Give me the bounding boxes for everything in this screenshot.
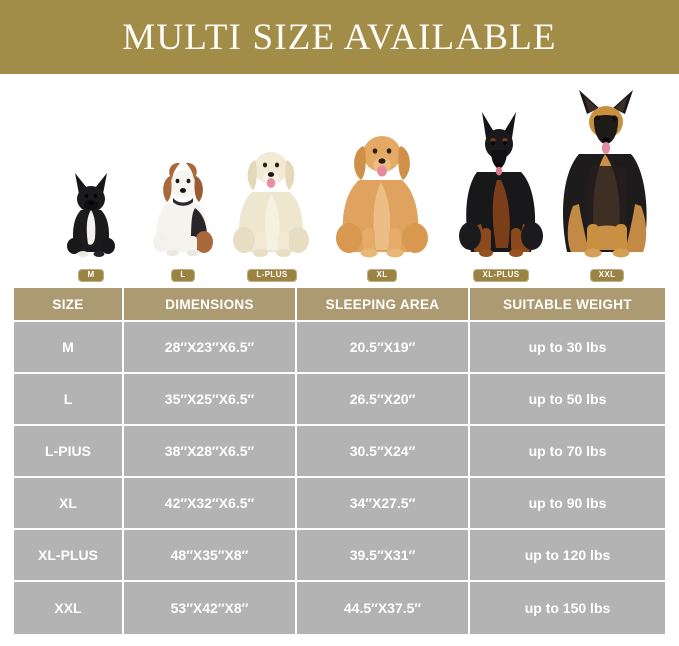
table-row: XL-PLUS 48″X35″X8″ 39.5″X31″ up to 120 l…: [14, 530, 665, 582]
table-row: XXL 53″X42″X8″ 44.5″X37.5″ up to 150 lbs: [14, 582, 665, 634]
cell-size: M: [14, 322, 124, 374]
table-row: M 28″X23″X6.5″ 20.5″X19″ up to 30 lbs: [14, 322, 665, 374]
cell-dimensions: 48″X35″X8″: [124, 530, 297, 582]
table-body: M 28″X23″X6.5″ 20.5″X19″ up to 30 lbs L …: [14, 322, 665, 634]
dog-illustration-doberman: [451, 110, 551, 265]
cell-size: XXL: [14, 582, 124, 634]
column-header-sleeping-area: SLEEPING AREA: [297, 288, 470, 322]
dog-cell-l-plus: L-PLUS: [216, 74, 328, 282]
dog-illustration-golden-retriever: [329, 114, 435, 265]
size-pill-m: M: [78, 269, 104, 282]
cell-sleeping-area: 20.5″X19″: [297, 322, 470, 374]
cell-sleeping-area: 34″X27.5″: [297, 478, 470, 530]
dog-illustration-french-bulldog-black: [55, 164, 127, 265]
dog-size-comparison-strip: M: [0, 74, 679, 282]
dog-illustration-german-shepherd: [551, 88, 663, 265]
dog-cell-xxl: XXL: [547, 74, 667, 282]
page-title: MULTI SIZE AVAILABLE: [122, 16, 557, 58]
cell-weight: up to 150 lbs: [470, 582, 665, 634]
column-header-dimensions: DIMENSIONS: [124, 288, 297, 322]
cell-sleeping-area: 39.5″X31″: [297, 530, 470, 582]
banner: MULTI SIZE AVAILABLE: [0, 0, 679, 74]
size-pill-l-plus: L-PLUS: [247, 269, 297, 282]
cell-size: XL-PLUS: [14, 530, 124, 582]
size-pill-xxl: XXL: [589, 269, 625, 282]
table-row: XL 42″X32″X6.5″ 34″X27.5″ up to 90 lbs: [14, 478, 665, 530]
size-pill-xl: XL: [367, 269, 397, 282]
cell-dimensions: 53″X42″X8″: [124, 582, 297, 634]
cell-weight: up to 90 lbs: [470, 478, 665, 530]
dog-illustration-golden-retriever-cream: [224, 132, 320, 265]
cell-dimensions: 42″X32″X6.5″: [124, 478, 297, 530]
cell-weight: up to 120 lbs: [470, 530, 665, 582]
column-header-suitable-weight: SUITABLE WEIGHT: [470, 288, 665, 322]
table-row: L 35″X25″X6.5″ 26.5″X20″ up to 50 lbs: [14, 374, 665, 426]
cell-weight: up to 50 lbs: [470, 374, 665, 426]
dog-illustration-beagle: [140, 150, 226, 265]
cell-size: L-PIUS: [14, 426, 124, 478]
table-header: SIZE DIMENSIONS SLEEPING AREA SUITABLE W…: [14, 288, 665, 322]
cell-size: XL: [14, 478, 124, 530]
table-row: L-PIUS 38″X28″X6.5″ 30.5″X24″ up to 70 l…: [14, 426, 665, 478]
dog-cell-m: M: [36, 74, 146, 282]
dog-cell-xl: XL: [322, 74, 442, 282]
column-header-size: SIZE: [14, 288, 124, 322]
cell-dimensions: 28″X23″X6.5″: [124, 322, 297, 374]
dog-cell-xl-plus: XL-PLUS: [447, 74, 555, 282]
size-specification-table: SIZE DIMENSIONS SLEEPING AREA SUITABLE W…: [14, 288, 665, 634]
cell-dimensions: 38″X28″X6.5″: [124, 426, 297, 478]
cell-weight: up to 30 lbs: [470, 322, 665, 374]
cell-weight: up to 70 lbs: [470, 426, 665, 478]
size-pill-l: L: [171, 269, 195, 282]
cell-sleeping-area: 44.5″X37.5″: [297, 582, 470, 634]
table-header-row: SIZE DIMENSIONS SLEEPING AREA SUITABLE W…: [14, 288, 665, 322]
cell-sleeping-area: 26.5″X20″: [297, 374, 470, 426]
size-pill-xl-plus: XL-PLUS: [473, 269, 529, 282]
cell-sleeping-area: 30.5″X24″: [297, 426, 470, 478]
cell-size: L: [14, 374, 124, 426]
cell-dimensions: 35″X25″X6.5″: [124, 374, 297, 426]
dog-cell-l: L: [128, 74, 238, 282]
